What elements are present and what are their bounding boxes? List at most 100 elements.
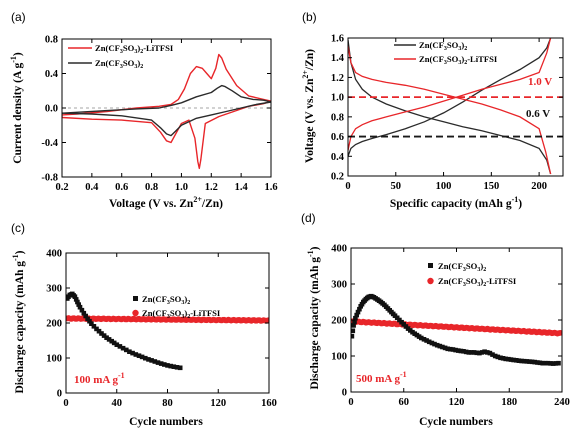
- panel-b-label: (b): [302, 10, 317, 24]
- panel-c-base-point: [96, 328, 102, 334]
- panel-c-xtick-label: 120: [210, 398, 226, 409]
- legend-d-label-litfsi: Zn(CF3SO3)2-LiTFSI: [438, 276, 517, 288]
- panel-b-series-0-discharge: [348, 39, 552, 175]
- panel-c-base-point: [99, 331, 104, 336]
- chart-panel-c: 0 40 80 120 160 0 100 200 300 400 (c) Cycle numbe…: [11, 221, 277, 428]
- panel-d-base-point: [556, 360, 561, 366]
- panel-c-base-point: [158, 361, 164, 366]
- panel-d-base-point: [357, 306, 362, 312]
- panel-d-xtick-label: 120: [449, 397, 465, 408]
- panel-c-base-point: [139, 354, 145, 360]
- panel-b-xtick-label: 100: [436, 181, 452, 192]
- panel-c-base-point: [168, 363, 173, 369]
- panel-c-base-point: [136, 353, 142, 358]
- panel-b-annotation-1v: 1.0 V: [528, 76, 552, 88]
- panel-d-ylabel: Discharge capacity (mAh g-1): [306, 246, 321, 389]
- panel-b-frame: [347, 37, 564, 177]
- panel-a-xtick-label: 1.0: [175, 182, 188, 193]
- legend-c-marker-base: [133, 296, 138, 301]
- panel-c-base-point: [155, 360, 161, 365]
- legend-d-marker-base: [428, 263, 433, 268]
- panel-d-base-point: [545, 360, 551, 366]
- panel-c-base-point: [106, 337, 112, 342]
- panel-d-base-point: [456, 348, 461, 353]
- panel-c-ytick-label: 200: [46, 319, 62, 330]
- panel-c-base-point: [87, 318, 92, 324]
- panel-a-ytick-label: 0.8: [45, 35, 58, 46]
- panel-b-xtick-label: 0: [345, 181, 350, 192]
- panel-c-base-point: [152, 359, 158, 364]
- panel-c-base-point: [83, 313, 88, 319]
- panel-d-base-point: [445, 346, 450, 352]
- panel-c-base-point: [75, 299, 80, 305]
- panel-b-plot: [348, 38, 563, 175]
- panel-a-label: (a): [11, 10, 26, 24]
- panel-c-base-point: [177, 365, 183, 371]
- panel-d-xtick-label: 180: [501, 397, 517, 408]
- panel-a-plot: [62, 53, 271, 170]
- panel-a-series-0-line: [62, 53, 271, 170]
- panel-d-base-point: [432, 341, 437, 347]
- panel-a-axes: 0.2 0.4 0.6 0.8 1.0 1.2 1.4 1.6 -0.8 -0.4 0.0 0.4 0.…: [41, 35, 277, 194]
- legend-a-label-base: Zn(CF3SO3)2: [95, 58, 143, 70]
- panel-c-label: (c): [11, 221, 25, 235]
- panel-a-ytick-label: 0.0: [45, 104, 58, 115]
- panel-c-base-point: [77, 304, 83, 310]
- panel-c-legend: Zn(CF3SO3)2 Zn(CF3SO3)2-LiTFSI: [132, 294, 221, 320]
- panel-a-ytick-label: -0.4: [41, 138, 58, 149]
- panel-a-xtick-label: 0.6: [115, 182, 128, 193]
- panel-b-series-1-charge: [348, 38, 552, 151]
- panel-d-base-point: [519, 358, 524, 364]
- panel-b-ytick-label: 0.8: [331, 112, 344, 123]
- panel-c-base-point: [94, 326, 99, 332]
- panel-d-base-point: [535, 360, 540, 365]
- panel-c-base-point: [73, 297, 79, 302]
- panel-d-xlabel: Cycle numbers: [419, 416, 493, 428]
- panel-b-ytick-label: 0.2: [331, 172, 344, 183]
- panel-a-xlabel: Voltage (V vs. Zn2+/Zn): [109, 195, 223, 210]
- panel-d-base-point: [351, 328, 356, 334]
- panel-d-base-point: [521, 358, 527, 364]
- panel-c-ylabel: Discharge capacity (mAh g-1): [11, 250, 26, 393]
- panel-a-xtick-label: 1.6: [264, 182, 277, 193]
- panel-d-base-point: [543, 360, 548, 366]
- panel-a-ylabel: Current density (A g-1): [9, 52, 24, 164]
- panel-d-litfsi-point: [557, 330, 562, 336]
- panel-d-base-point: [511, 357, 516, 363]
- panel-d-xtick-label: 60: [399, 397, 410, 408]
- panel-b-xtick-label: 50: [391, 181, 402, 192]
- panel-c-base-point: [162, 362, 167, 367]
- panel-c-base-point: [109, 338, 114, 344]
- legend-c-label-litfsi: Zn(CF3SO3)2-LiTFSI: [142, 308, 221, 320]
- panel-d-base-point: [540, 360, 545, 366]
- panel-c-frame: [65, 252, 270, 394]
- panel-d-base-point: [514, 358, 519, 363]
- panel-b-legend: Zn(CF3SO3)2 Zn(CF3SO3)2-LiTFSI: [394, 40, 498, 66]
- panel-d-ytick-label: 100: [331, 352, 347, 363]
- panel-d-base-point: [490, 352, 495, 357]
- panel-d-base-point: [527, 359, 532, 364]
- panel-b-ytick-label: 0.6: [331, 132, 344, 143]
- panel-c-ytick-label: 100: [46, 354, 62, 365]
- panel-c-base-point: [89, 321, 94, 326]
- panel-c-base-point: [91, 324, 97, 329]
- panel-d-base-point: [469, 350, 474, 355]
- panel-c-base-point: [143, 355, 148, 361]
- panel-d-base-point: [550, 361, 556, 366]
- panel-a-xtick-label: 0.4: [85, 182, 99, 193]
- legend-b-label-base: Zn(CF3SO3)2: [419, 40, 467, 52]
- panel-a-series-1-line: [62, 84, 271, 137]
- panel-d-base-point: [524, 359, 530, 364]
- panel-d-base-point: [479, 350, 485, 355]
- panel-d-base-point: [354, 312, 359, 318]
- panel-a-ytick-label: -0.8: [41, 173, 58, 184]
- panel-d-base-point: [437, 343, 443, 349]
- panel-d-base-point: [477, 350, 482, 356]
- panel-d-base-point: [474, 350, 479, 356]
- panel-c-base-point: [120, 345, 126, 351]
- panel-b-xlabel: Specific capacity (mAh g-1): [390, 195, 522, 210]
- panel-b-ytick-label: 1.4: [331, 53, 345, 64]
- panel-c-base-point: [117, 344, 123, 349]
- panel-c-base-point: [174, 365, 180, 370]
- legend-c-label-base: Zn(CF3SO3)2: [142, 294, 190, 306]
